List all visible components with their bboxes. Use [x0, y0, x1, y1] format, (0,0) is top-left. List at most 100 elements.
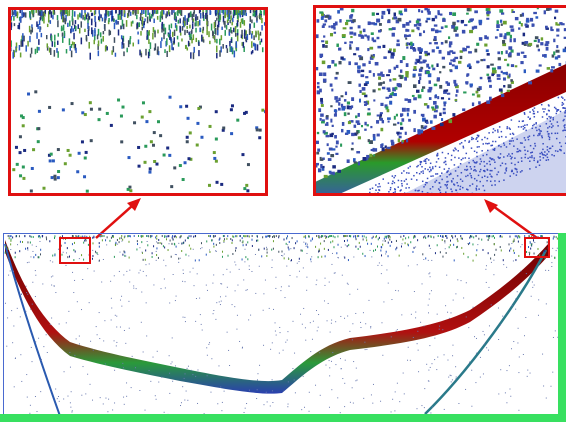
bottom-echo	[375, 221, 377, 223]
fish-echo	[32, 148, 35, 151]
fish-echo	[388, 69, 391, 73]
fish-echo	[69, 9, 71, 16]
bottom-echo	[454, 164, 456, 166]
noise	[340, 412, 341, 413]
fish-echo	[147, 17, 149, 24]
surface-echo	[130, 235, 131, 237]
surface-echo	[325, 255, 326, 257]
fish-echo	[423, 30, 425, 33]
fish-echo	[94, 28, 96, 33]
surface-echo	[557, 238, 558, 240]
fish-echo	[262, 47, 264, 52]
bottom-echo	[476, 185, 478, 187]
noise	[227, 332, 228, 333]
bottom-echo	[405, 219, 407, 221]
fish-echo	[229, 20, 231, 23]
fish-echo	[128, 40, 130, 47]
surface-echo	[264, 248, 265, 250]
bottom-echo	[455, 170, 457, 172]
bottom-echo	[356, 243, 358, 245]
bottom-echo	[378, 217, 380, 219]
noise	[430, 412, 431, 413]
fish-echo	[388, 10, 390, 14]
bottom-echo	[408, 224, 410, 226]
fish-echo	[319, 89, 322, 93]
fish-echo	[373, 99, 375, 101]
noise	[368, 300, 369, 301]
fish-echo	[94, 10, 96, 15]
bottom-echo	[539, 125, 541, 127]
noise	[37, 411, 38, 412]
surface-echo	[518, 235, 519, 237]
noise	[350, 402, 351, 403]
fish-echo	[376, 13, 379, 15]
noise	[35, 396, 36, 397]
fish-echo	[176, 26, 178, 30]
fish-echo	[104, 24, 106, 31]
surface-echo	[174, 236, 175, 238]
bottom-echo	[404, 180, 406, 182]
fish-echo	[325, 124, 329, 126]
noise	[83, 366, 84, 367]
noise	[287, 331, 288, 332]
noise	[140, 270, 141, 271]
surface-echo	[330, 235, 331, 237]
noise	[530, 241, 531, 242]
bottom-echo	[330, 245, 332, 247]
bottom-echo	[419, 173, 421, 175]
surface-echo	[65, 242, 66, 244]
fish-echo	[476, 43, 479, 46]
noise	[173, 274, 174, 275]
fish-echo	[418, 80, 420, 84]
fish-echo	[364, 129, 366, 131]
noise	[431, 260, 432, 261]
bottom-echo	[365, 202, 367, 204]
bottom-echo	[527, 137, 529, 139]
surface-echo	[503, 259, 504, 261]
noise	[275, 288, 276, 289]
bottom-echo	[325, 243, 327, 245]
noise	[430, 276, 431, 277]
fish-echo	[555, 10, 559, 13]
surface-echo	[164, 235, 165, 237]
fish-echo	[334, 77, 337, 80]
fish-echo	[441, 97, 444, 99]
fish-echo	[321, 104, 324, 107]
noise	[324, 300, 325, 301]
surface-echo	[33, 256, 34, 258]
fish-echo	[340, 95, 343, 97]
bottom-echo	[460, 179, 462, 181]
fish-echo	[395, 87, 398, 90]
fish-echo	[382, 11, 386, 15]
fish-echo	[144, 161, 147, 164]
surface-echo	[292, 237, 293, 239]
bottom-echo	[352, 249, 354, 251]
fish-echo	[150, 42, 152, 49]
fish-echo	[320, 118, 322, 121]
noise	[430, 367, 431, 368]
fish-echo	[358, 161, 360, 165]
surface-echo	[530, 242, 531, 244]
bottom-echo	[531, 157, 533, 159]
surface-echo	[425, 257, 426, 259]
fish-echo	[261, 18, 263, 23]
fish-echo	[413, 97, 417, 100]
fish-echo	[321, 17, 324, 20]
fish-echo	[350, 20, 353, 22]
noise	[32, 244, 33, 245]
fish-echo	[429, 87, 432, 90]
fish-echo	[84, 29, 86, 32]
noise	[96, 252, 97, 253]
noise	[90, 384, 91, 385]
fish-echo	[487, 53, 490, 56]
fish-echo	[130, 36, 132, 39]
bottom-echo	[429, 167, 431, 169]
fish-echo	[405, 132, 407, 135]
bottom-echo	[471, 137, 473, 139]
surface-echo	[190, 248, 191, 250]
fish-echo	[499, 88, 503, 91]
noise	[250, 315, 251, 316]
fish-echo	[536, 45, 539, 48]
bottom-echo	[561, 146, 563, 148]
fish-echo	[426, 18, 430, 20]
